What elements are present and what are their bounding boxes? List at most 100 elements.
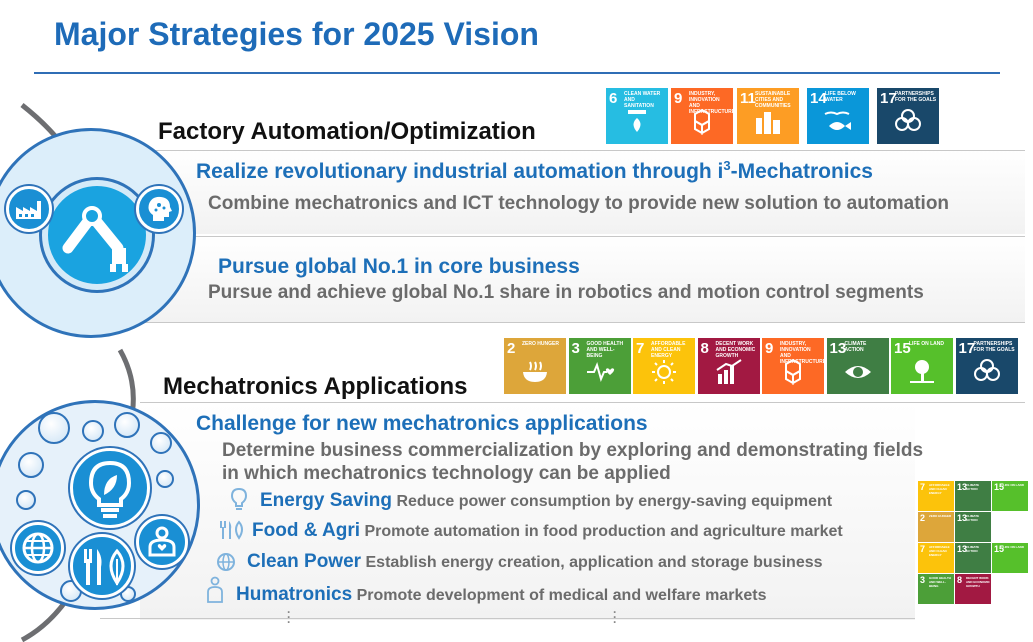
factory-item1-desc: Combine mechatronics and ICT technology … xyxy=(208,193,950,214)
bubble xyxy=(120,586,136,602)
factory-item1-title: Realize revolutionary industrial automat… xyxy=(196,158,873,184)
lightbulb-icon xyxy=(230,487,248,510)
sdg-label: Affordable and clean energy xyxy=(929,545,950,557)
sdg-label: Good health and well-being xyxy=(929,576,951,588)
field-name: Humatronics xyxy=(236,584,353,605)
bubble xyxy=(38,412,70,444)
globe-bubble xyxy=(12,522,64,574)
challenge-desc-line2: in which mechatronics technology can be … xyxy=(222,463,671,484)
fork-knife-leaf-icon xyxy=(84,548,125,586)
sdg-number: 9 xyxy=(765,340,774,357)
mechatronics-panel xyxy=(140,402,915,620)
globe-icon xyxy=(217,553,235,571)
sdg-number: 11 xyxy=(740,90,756,107)
title-part-b: -Mechatronics xyxy=(730,160,873,183)
sdg-number: 17 xyxy=(958,340,976,357)
sdg-goal-8-tile: 8 Decent work and economic growth xyxy=(697,338,760,394)
bubble xyxy=(18,452,44,478)
sdg-number: 15 xyxy=(994,544,1005,554)
person-icon xyxy=(207,576,223,603)
factory-circle xyxy=(0,128,196,338)
sdg-number: 8 xyxy=(957,575,963,585)
sun-icon xyxy=(652,360,676,384)
sdg-goal-9-tile: 9 Industry, innovation and infrastructure xyxy=(671,88,736,144)
growth-chart-icon xyxy=(715,359,742,384)
sdg-label: Industry, innovation and infrastructure xyxy=(689,91,736,115)
sdg-number: 8 xyxy=(700,340,709,357)
bubble xyxy=(156,470,174,488)
sdg-label: Zero hunger xyxy=(522,341,559,347)
sdg-goal-2-tile: 2 Zero hunger xyxy=(504,338,566,394)
lightbulb-icon xyxy=(88,460,132,518)
rings-icon xyxy=(895,109,921,131)
sdg-label: Affordable and clean energy xyxy=(929,483,950,495)
sdg-number: 3 xyxy=(920,575,926,585)
bubble xyxy=(150,432,172,454)
field-desc: Reduce power consumption by energy-savin… xyxy=(396,493,833,510)
fork-knife-icon xyxy=(220,520,243,540)
sdg-number: 15 xyxy=(994,482,1005,492)
bubble xyxy=(16,490,36,510)
factory-bubble xyxy=(6,186,52,232)
sdg-goal-3-tile: 3 Good health and well-being xyxy=(918,574,954,604)
sdg-label: Zero hunger xyxy=(929,514,952,518)
factory-item2-desc: Pursue and achieve global No.1 share in … xyxy=(208,282,924,303)
sdg-number: 17 xyxy=(880,90,897,107)
sdg-goal-8-tile: 8 Decent work and economic growth xyxy=(955,574,991,604)
factory-panel-1 xyxy=(140,150,1025,234)
field-name: Energy Saving xyxy=(260,490,392,511)
sdg-label: Climate action xyxy=(966,514,980,522)
food-agri-bubble xyxy=(70,534,134,598)
divider xyxy=(140,322,1025,323)
field-clean-power: Clean Power Establish energy creation, a… xyxy=(247,551,823,573)
field-humatronics: Humatronics Promote development of medic… xyxy=(236,584,767,606)
sdg-goal-13-tile: 13 Climate action xyxy=(826,338,889,394)
continuation-dots: · · · xyxy=(613,605,617,629)
field-energy-saving: Energy Saving Reduce power consumption b… xyxy=(260,490,832,512)
sdg-goal-11-tile: 11 Sustainable cities and communities xyxy=(737,88,799,144)
cubes-icon xyxy=(785,358,801,385)
factory-item2-title: Pursue global No.1 in core business xyxy=(218,255,580,278)
field-desc: Promote development of medical and welfa… xyxy=(356,587,767,604)
city-icon xyxy=(756,112,780,134)
care-bubble xyxy=(136,516,188,568)
divider xyxy=(100,618,915,619)
sdg-label: Clean water and sanitation xyxy=(624,91,661,109)
sdg-goal-7-tile: 7 Affordable and clean energy xyxy=(633,338,695,394)
title-part-a: Realize revolutionary industrial automat… xyxy=(196,160,724,183)
sdg-number: 2 xyxy=(507,340,516,357)
sdg-label: Partnerships for the goals xyxy=(973,341,1015,353)
page-title: Major Strategies for 2025 Vision xyxy=(54,16,539,52)
field-food-agri: Food & Agri Promote automation in food p… xyxy=(252,520,843,542)
sdg-number: 9 xyxy=(674,90,683,107)
sdg-label: Climate action xyxy=(966,483,980,491)
challenge-desc-line1: Determine business commercialization by … xyxy=(222,440,924,461)
water-drop-icon xyxy=(628,110,646,132)
field-name: Clean Power xyxy=(247,551,362,572)
sdg-label: Affordable and clean energy xyxy=(651,341,686,359)
superscript: 3 xyxy=(723,158,731,173)
tree-icon xyxy=(910,360,934,383)
person-heart-icon xyxy=(148,526,176,557)
sdg-label: Partnerships for the goals xyxy=(895,91,937,103)
robot-arm-icon xyxy=(62,206,128,272)
sdg-label: Decent work and economic growth xyxy=(715,341,756,359)
divider xyxy=(140,236,1025,237)
sdg-label: Industry, innovation and infrastructure xyxy=(780,341,827,365)
robot-arm-circle xyxy=(42,180,152,290)
sdg-number: 7 xyxy=(920,482,926,492)
mechatronics-heading: Mechatronics Applications xyxy=(163,373,468,400)
cubes-icon xyxy=(694,108,710,135)
field-desc: Promote automation in food production an… xyxy=(364,523,843,540)
heartbeat-icon xyxy=(586,362,614,382)
bubble xyxy=(82,420,104,442)
sdg-number: 2 xyxy=(920,513,926,523)
sdg-goal-7-tile: 7 Affordable and clean energy xyxy=(918,481,954,511)
bowl-icon xyxy=(523,361,547,382)
factory-heading: Factory Automation/Optimization xyxy=(158,118,536,145)
sdg-goal-13-tile: 13 Climate action xyxy=(955,481,991,511)
sdg-label: Good health and well-being xyxy=(586,341,624,359)
